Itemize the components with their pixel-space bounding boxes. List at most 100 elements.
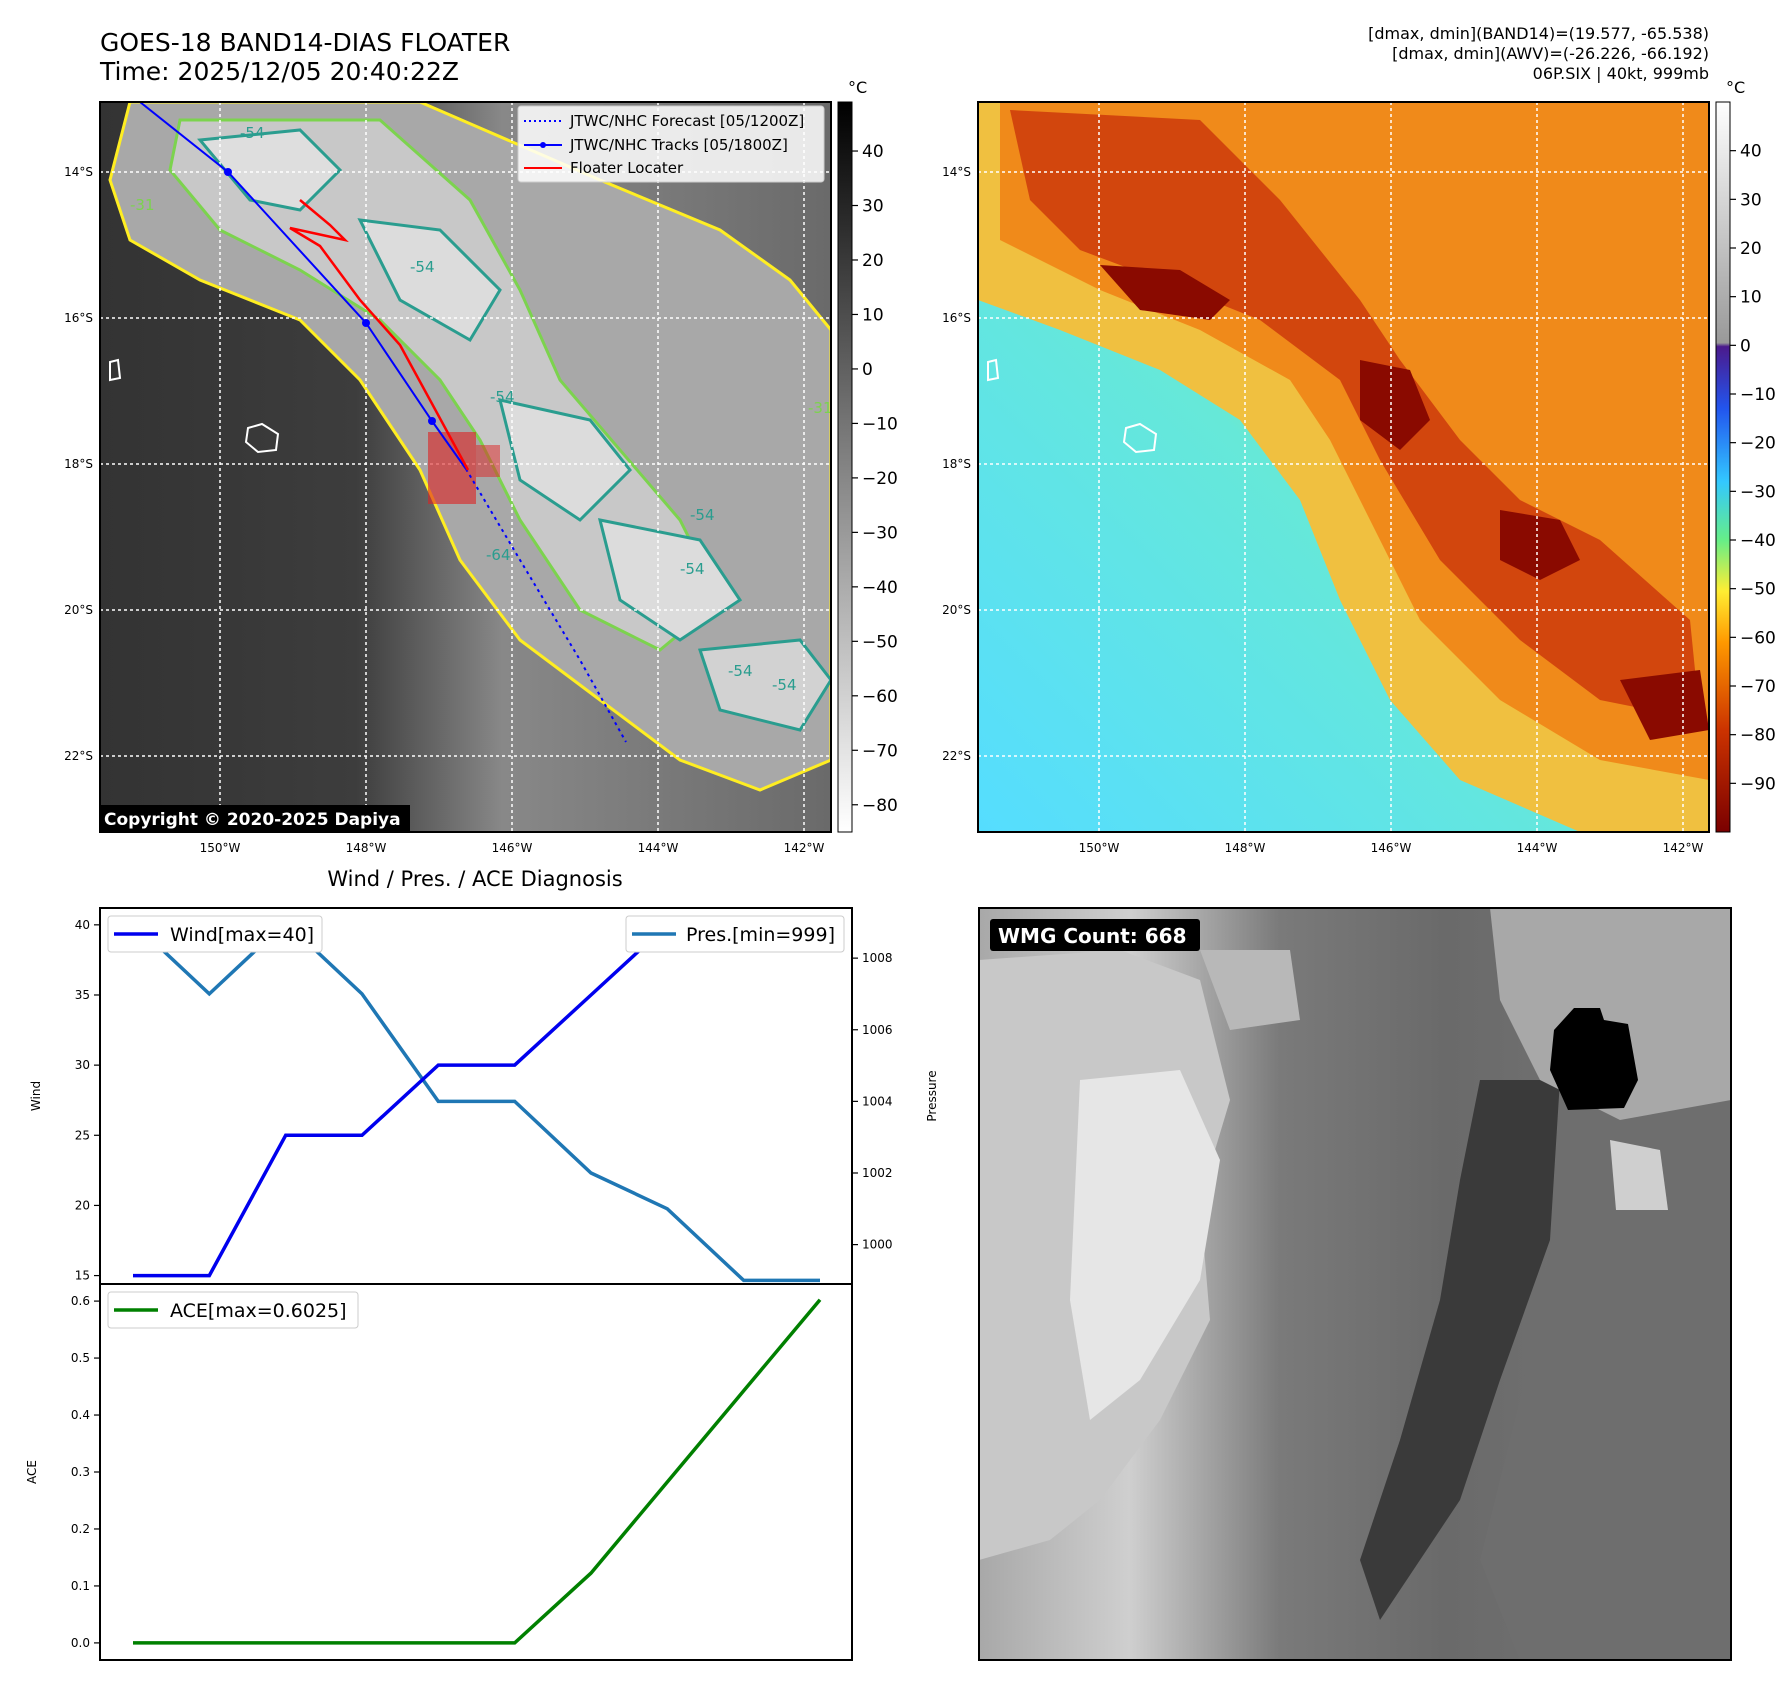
pres-tick-label: 1008 — [862, 951, 893, 965]
awv-island-2 — [987, 358, 1000, 382]
wind-tick-label: 25 — [75, 1128, 90, 1142]
awv-colorbar-tick-label: −90 — [1740, 774, 1776, 794]
awv-colorbar: °C 40 30 20 10 0 −10 −20 −30 −40 −50 −60 −70 −80 −90 — [1715, 78, 1776, 833]
ir-track-point — [362, 319, 370, 327]
awv-deep-convection-3 — [1500, 510, 1580, 580]
ir-contour-label: -54 — [680, 560, 705, 578]
ir-colorbar-tick-label: −40 — [862, 578, 898, 598]
ir-contour-label: -64 — [486, 546, 511, 564]
pres-tick-label: 1000 — [862, 1238, 893, 1252]
ace-legend: ACE[max=0.6025] — [107, 1291, 359, 1329]
ir-contour-label: -31 — [130, 196, 155, 214]
ir-colorbar-tick-label: −20 — [862, 469, 898, 489]
ir-island-2 — [109, 358, 122, 382]
ir-legend-forecast: JTWC/NHC Forecast [05/1200Z] — [569, 112, 804, 130]
ace-tick-label: 0.0 — [71, 1636, 90, 1650]
awv-deep-convection-2 — [1360, 360, 1430, 450]
ir-cold-contour-1 — [197, 128, 343, 212]
wmg-count-badge — [990, 919, 1200, 951]
ir-colorbar-tick-label: 0 — [862, 360, 873, 380]
figure-title: GOES-18 BAND14-DIAS FLOATER — [100, 28, 510, 57]
ir-lon-label: 142°W — [784, 841, 825, 855]
wmg-upper-light-patch — [1200, 950, 1300, 1030]
stats-storm: 06P.SIX | 40kt, 999mb — [1533, 64, 1709, 83]
awv-gridlines — [978, 102, 1709, 832]
ir-lat-label: 22°S — [64, 749, 93, 763]
ir-floater-locater-path — [289, 199, 470, 471]
awv-colorbar-tick-label: 40 — [1740, 142, 1762, 162]
awv-colorbar-tick-label: −20 — [1740, 434, 1776, 454]
awv-colorbar-tick-label: 0 — [1740, 336, 1751, 356]
ir-colorbar-tick-label: −70 — [862, 741, 898, 761]
wmg-upper-right-light — [1490, 908, 1731, 1120]
awv-colorbar-tick-label: −70 — [1740, 677, 1776, 697]
ir-contour-label: -54 — [240, 124, 265, 142]
awv-colorbar-tick-label: 10 — [1740, 288, 1762, 308]
awv-colorbar-tick-label: −80 — [1740, 726, 1776, 746]
pressure-series-line — [131, 919, 820, 1283]
ir-colorbar-unit: °C — [848, 78, 867, 97]
wind-tick-label: 30 — [75, 1058, 90, 1072]
awv-colorbar-tick-label: 30 — [1740, 190, 1762, 210]
diag-title: Wind / Pres. / ACE Diagnosis — [327, 867, 622, 891]
ir-copyright: Copyright © 2020-2025 Dapiya — [104, 810, 401, 830]
ir-colorbar-tick-label: 40 — [862, 142, 884, 162]
pres-tick-label: 1006 — [862, 1023, 893, 1037]
ir-cold-contour-5 — [697, 638, 831, 732]
ir-frame — [99, 101, 832, 833]
pressure-axis-label: Pressure — [925, 1070, 939, 1121]
awv-lon-label: 146°W — [1371, 841, 1412, 855]
ir-legend: JTWC/NHC Forecast [05/1200Z] JTWC/NHC Tr… — [517, 105, 825, 183]
ir-colorbar-tick-label: 20 — [862, 251, 884, 271]
awv-lat-label: 22°S — [942, 749, 971, 763]
ir-colorbar-tick-label: 30 — [862, 197, 884, 217]
ir-island-1 — [244, 422, 280, 454]
ir-legend-tracks: JTWC/NHC Tracks [05/1800Z] — [569, 136, 788, 154]
awv-lon-label: 142°W — [1663, 841, 1704, 855]
pres-tick-label: 1004 — [862, 1094, 893, 1108]
ir-copyright-bg — [100, 805, 410, 832]
ir-contour-label: -54 — [690, 506, 715, 524]
wind-tick-label: 20 — [75, 1198, 90, 1212]
wmg-black-spot — [1550, 1008, 1638, 1110]
ir-contour-label: -54 — [490, 388, 515, 406]
awv-lon-label: 150°W — [1079, 841, 1120, 855]
ace-axis-label: ACE — [25, 1460, 39, 1484]
ir-lon-label: 150°W — [200, 841, 241, 855]
wmg-bright-region — [1070, 1070, 1220, 1420]
awv-deep-convection-4 — [1620, 670, 1709, 740]
ace-tick-label: 0.2 — [71, 1522, 90, 1536]
ace-tick-label: 0.3 — [71, 1465, 90, 1479]
ir-colorbar-tick-label: −80 — [862, 796, 898, 816]
ace-tick-label: 0.4 — [71, 1408, 90, 1422]
awv-lat-label: 20°S — [942, 603, 971, 617]
awv-frame — [977, 101, 1710, 833]
wmg-frame — [978, 907, 1732, 1661]
stats-band14: [dmax, dmin](BAND14)=(19.577, -65.538) — [1368, 24, 1709, 43]
wmg-light-patch — [1610, 1140, 1668, 1210]
ir-colorbar-tick-label: 10 — [862, 305, 884, 325]
ir-colorbar-tick-label: −60 — [862, 687, 898, 707]
awv-lat-label: 14°S — [942, 165, 971, 179]
ace-tick-label: 0.6 — [71, 1294, 90, 1308]
awv-colorbar-tick-label: −50 — [1740, 580, 1776, 600]
ir-map: -54 -31 -54 -54 -31 -64 -54 -54 -54 -54 … — [64, 101, 833, 855]
awv-deep-convection-1 — [1100, 265, 1230, 320]
diag-upper-frame — [99, 907, 853, 1285]
wind-legend-label: Wind[max=40] — [170, 924, 314, 946]
ir-lat-label: 18°S — [64, 457, 93, 471]
ir-lon-label: 146°W — [492, 841, 533, 855]
awv-lat-label: 18°S — [942, 457, 971, 471]
ir-lon-label: 144°W — [638, 841, 679, 855]
awv-colorbar-tick-label: −40 — [1740, 531, 1776, 551]
diag-lower-frame — [99, 1283, 853, 1661]
ir-lat-label: 14°S — [64, 165, 93, 179]
awv-island-1 — [1122, 422, 1158, 454]
ir-contour-label: -54 — [772, 676, 797, 694]
wmg-panel: WMG Count: 668 — [978, 907, 1732, 1661]
wind-axis-label: Wind — [29, 1081, 43, 1111]
ir-lat-label: 16°S — [64, 311, 93, 325]
ir-contour-label: -31 — [808, 399, 833, 417]
awv-lon-label: 148°W — [1225, 841, 1266, 855]
